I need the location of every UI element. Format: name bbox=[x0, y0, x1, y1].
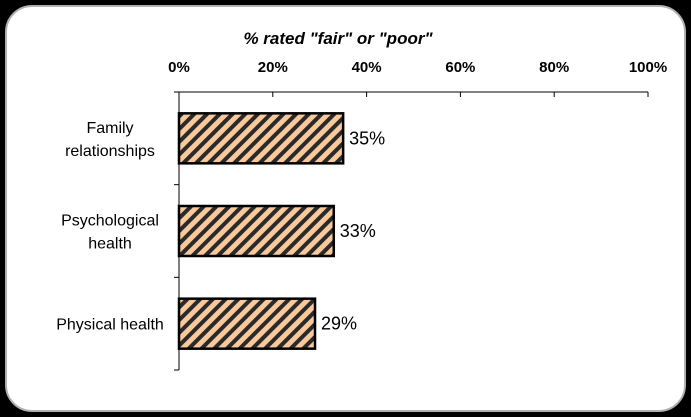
x-tick-label: 80% bbox=[539, 59, 569, 76]
data-label: 35% bbox=[349, 128, 385, 148]
category-label: Family bbox=[86, 120, 133, 137]
x-tick-label: 100% bbox=[629, 59, 667, 76]
x-tick-label: 0% bbox=[168, 59, 190, 76]
x-tick-label: 40% bbox=[352, 59, 382, 76]
labels: 35% Family relationships 33% Psychological he… bbox=[56, 120, 385, 334]
bar bbox=[177, 297, 317, 350]
chart-title: % rated "fair" or "poor" bbox=[243, 29, 433, 48]
chart-panel bbox=[5, 5, 686, 412]
category-label: Physical health bbox=[56, 317, 164, 334]
bars bbox=[177, 112, 345, 350]
x-tick-label: 60% bbox=[445, 59, 475, 76]
category-label: health bbox=[88, 236, 132, 253]
bar bbox=[177, 112, 345, 165]
bar bbox=[177, 204, 336, 258]
data-label: 33% bbox=[340, 221, 376, 241]
category-label: relationships bbox=[65, 143, 155, 160]
category-label: Psychological bbox=[61, 213, 159, 230]
data-label: 29% bbox=[321, 314, 357, 334]
x-tick-label: 20% bbox=[258, 59, 288, 76]
